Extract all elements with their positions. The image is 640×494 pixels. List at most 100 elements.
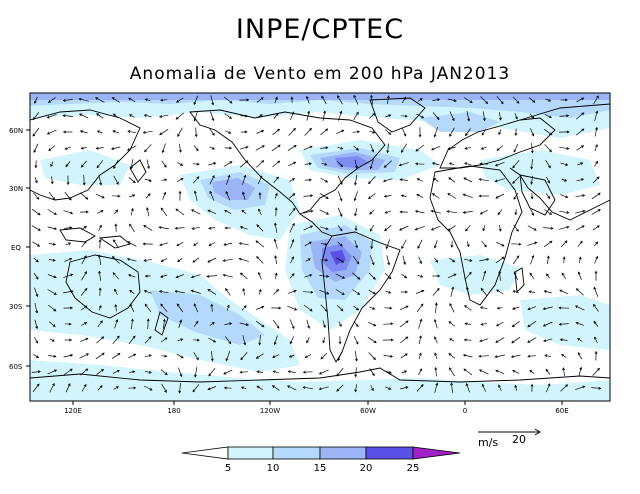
wind-vector-arrowhead [596, 176, 600, 180]
wind-vector [113, 386, 119, 390]
wind-vector [337, 95, 343, 105]
wind-vector-arrowhead [354, 374, 358, 378]
wind-vector [145, 98, 151, 102]
wind-vector-arrowhead [418, 352, 422, 356]
wind-vector [351, 272, 361, 280]
wind-vector [240, 272, 248, 280]
wind-vector-arrowhead [577, 338, 581, 341]
wind-vector-arrowhead [566, 210, 570, 214]
wind-vector-arrowhead [272, 355, 276, 358]
wind-vector [223, 258, 233, 262]
wind-vector [32, 112, 40, 120]
wind-vector [127, 258, 137, 262]
wind-vector [33, 192, 39, 200]
wind-vector-arrowhead [371, 262, 375, 266]
wind-vector [256, 224, 264, 232]
wind-vector [368, 321, 376, 327]
wind-vector-arrowhead [511, 324, 515, 328]
wind-vector-arrowhead [547, 196, 551, 200]
wind-vector [98, 305, 102, 311]
wind-vector [512, 176, 520, 184]
wind-vector [127, 130, 137, 134]
wind-vector-arrowhead [35, 259, 39, 263]
wind-vector [304, 163, 312, 165]
wind-vector-arrowhead [207, 259, 211, 263]
wind-vector-arrowhead [224, 209, 228, 213]
wind-vector [239, 146, 249, 150]
wind-vector-arrowhead [275, 176, 279, 180]
wind-vector [418, 256, 422, 264]
wind-vector [115, 304, 117, 312]
wind-vector-arrowhead [372, 306, 376, 310]
wind-vector-arrowhead [207, 387, 211, 391]
wind-vector [80, 130, 88, 134]
wind-vector-arrowhead [78, 97, 82, 101]
colorbar-label: 5 [225, 463, 231, 474]
wind-vector [434, 127, 438, 137]
wind-vector-arrowhead [354, 213, 357, 217]
wind-vector-arrowhead [324, 242, 328, 246]
anomaly-shading [30, 93, 610, 401]
wind-vector-arrowhead [403, 133, 407, 137]
wind-vector-arrowhead [325, 146, 329, 150]
wind-vector-arrowhead [112, 272, 116, 276]
wind-vector [559, 289, 569, 295]
wind-vector-arrowhead [561, 353, 565, 357]
wind-vector-arrowhead [386, 95, 390, 99]
wind-vector [274, 255, 278, 265]
wind-vector [495, 241, 505, 247]
wind-vector [81, 271, 87, 281]
wind-vector [353, 335, 359, 345]
wind-vector-arrowhead [405, 386, 409, 389]
wind-vector [160, 274, 168, 278]
wind-vector-arrowhead [415, 148, 419, 152]
wind-vector [322, 111, 326, 121]
wind-vector [288, 208, 296, 216]
wind-vector-arrowhead [83, 225, 88, 229]
wind-vector-arrowhead [559, 338, 563, 342]
wind-vector-arrowhead [596, 95, 599, 99]
wind-vector [353, 95, 359, 105]
wind-vector [530, 128, 534, 136]
wind-vector [354, 240, 358, 248]
wind-vector-arrowhead [478, 178, 482, 181]
wind-vector-arrowhead [149, 387, 153, 391]
wind-vector [578, 271, 582, 281]
wind-vector-arrowhead [354, 182, 357, 186]
wind-vector-arrowhead [99, 224, 102, 228]
wind-vector [129, 223, 135, 233]
wind-vector-arrowhead [481, 383, 485, 387]
wind-vector-arrowhead [195, 320, 199, 324]
wind-vector-arrowhead [241, 209, 245, 213]
wind-vector-field [31, 94, 602, 394]
wind-vector [531, 175, 533, 185]
wind-vector [193, 145, 199, 151]
wind-vector [160, 303, 168, 313]
wind-vector [240, 226, 248, 230]
wind-vector-arrowhead [256, 256, 260, 259]
wind-vector [274, 97, 278, 103]
wind-vector [289, 223, 295, 233]
wind-vector [479, 178, 489, 182]
wind-vector [63, 115, 73, 117]
wind-vector-arrowhead [245, 114, 249, 118]
wind-vector [207, 289, 217, 295]
wind-vector [482, 271, 486, 281]
wind-vector [352, 255, 360, 265]
wind-vector [112, 335, 120, 345]
wind-vector-arrowhead [451, 118, 455, 122]
wind-vector [161, 160, 167, 168]
wind-vector [160, 99, 168, 101]
wind-vector-arrowhead [35, 340, 39, 344]
wind-vector [49, 338, 55, 342]
wind-vector [543, 321, 553, 327]
wind-vector-arrowhead [143, 290, 147, 293]
wind-vector [466, 241, 470, 247]
wind-vector [64, 227, 72, 229]
wind-vector [466, 287, 470, 297]
wind-vector [273, 289, 279, 295]
wind-vector-arrowhead [321, 95, 325, 99]
wind-vector [256, 353, 264, 359]
wind-vector [290, 111, 294, 121]
wind-vector [177, 162, 183, 166]
